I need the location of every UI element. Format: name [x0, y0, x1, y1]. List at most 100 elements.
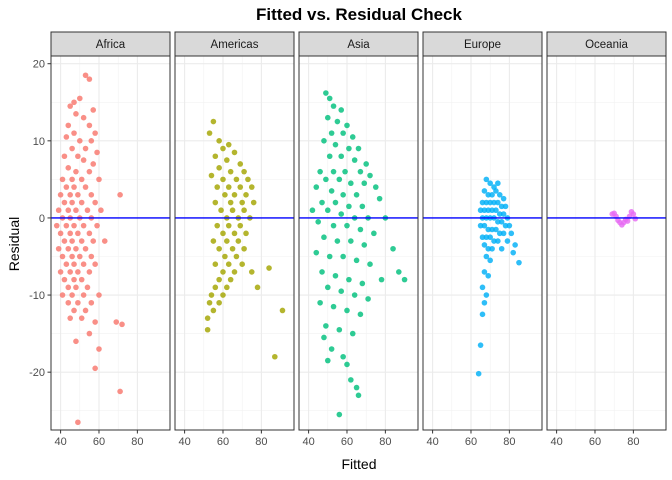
y-axis-title: Residual — [6, 217, 22, 271]
y-tick-label: 20 — [33, 59, 45, 71]
data-point — [212, 199, 219, 206]
panel-border — [298, 55, 419, 431]
data-point — [344, 122, 350, 129]
x-tick-label: 40 — [178, 436, 190, 448]
x-tick-label: 60 — [217, 436, 229, 448]
data-point — [330, 103, 337, 109]
data-point — [237, 184, 244, 190]
data-point — [321, 334, 327, 341]
data-point — [231, 149, 238, 156]
panel-border — [50, 55, 171, 431]
data-point — [96, 176, 102, 183]
x-tick-label: 60 — [589, 436, 601, 448]
data-point — [80, 292, 87, 298]
x-tick-label: 60 — [93, 436, 105, 448]
data-point — [396, 269, 402, 275]
data-point — [338, 211, 345, 217]
data-point — [92, 319, 98, 325]
data-point — [63, 134, 70, 140]
data-point — [330, 222, 337, 229]
data-point — [113, 319, 120, 325]
data-point — [504, 238, 511, 244]
data-point — [94, 149, 100, 156]
facet-strip-label: Oceania — [585, 39, 628, 51]
data-point — [90, 161, 97, 167]
data-point — [346, 276, 352, 283]
data-point — [75, 299, 81, 306]
data-point — [279, 307, 286, 314]
x-tick-label: 80 — [627, 436, 639, 448]
data-point — [216, 165, 222, 171]
data-point — [498, 218, 505, 225]
data-point — [78, 238, 85, 244]
data-point — [250, 199, 257, 206]
data-point — [485, 245, 492, 252]
data-point — [346, 145, 352, 152]
data-point — [208, 172, 215, 179]
data-point — [483, 292, 490, 298]
data-point — [220, 230, 226, 237]
data-point — [239, 199, 245, 206]
data-point — [323, 90, 329, 96]
data-point — [487, 199, 493, 206]
data-point — [82, 245, 89, 252]
chart-title: Fitted vs. Residual Check — [256, 5, 462, 24]
data-point — [227, 199, 234, 206]
data-point — [361, 180, 368, 187]
data-point — [59, 292, 66, 298]
data-point — [80, 222, 87, 229]
data-point — [216, 138, 222, 144]
data-point — [90, 238, 97, 244]
data-point — [206, 130, 213, 136]
data-point — [119, 321, 125, 328]
data-point — [73, 207, 79, 214]
data-point — [367, 172, 373, 179]
data-point — [243, 192, 249, 198]
data-point — [86, 330, 93, 337]
data-point — [483, 253, 490, 260]
data-point — [220, 269, 226, 275]
data-point — [340, 130, 346, 136]
data-point — [336, 326, 343, 333]
data-point — [248, 184, 255, 190]
data-point — [73, 284, 79, 291]
data-point — [491, 199, 497, 206]
data-point — [212, 284, 219, 291]
data-point — [86, 168, 93, 175]
x-tick-label: 40 — [426, 436, 438, 448]
data-point — [328, 130, 335, 136]
data-point — [481, 207, 488, 214]
data-point — [338, 107, 345, 113]
data-point — [491, 238, 497, 244]
data-point — [92, 199, 98, 206]
data-point — [516, 259, 522, 266]
data-point — [481, 242, 488, 248]
data-point — [67, 192, 73, 198]
data-point — [328, 188, 335, 194]
data-point — [496, 230, 503, 237]
data-point — [319, 199, 325, 206]
data-point — [512, 242, 518, 248]
panel-border — [546, 55, 667, 431]
data-point — [336, 176, 343, 183]
data-point — [241, 245, 247, 252]
data-point — [241, 168, 247, 175]
data-point — [210, 238, 217, 244]
facet-asia: Asia 40 60 80 — [298, 31, 419, 448]
data-point — [59, 253, 66, 260]
data-point — [355, 145, 362, 152]
data-point — [67, 103, 73, 109]
data-point — [493, 207, 499, 214]
data-point — [220, 176, 226, 183]
data-point — [206, 299, 213, 306]
data-point — [65, 207, 72, 214]
data-point — [323, 176, 329, 183]
data-point — [353, 384, 360, 391]
data-point — [71, 222, 77, 229]
data-point — [224, 157, 230, 163]
data-point — [59, 176, 66, 183]
data-point — [332, 199, 339, 206]
data-point — [475, 370, 482, 377]
data-point — [61, 238, 68, 244]
